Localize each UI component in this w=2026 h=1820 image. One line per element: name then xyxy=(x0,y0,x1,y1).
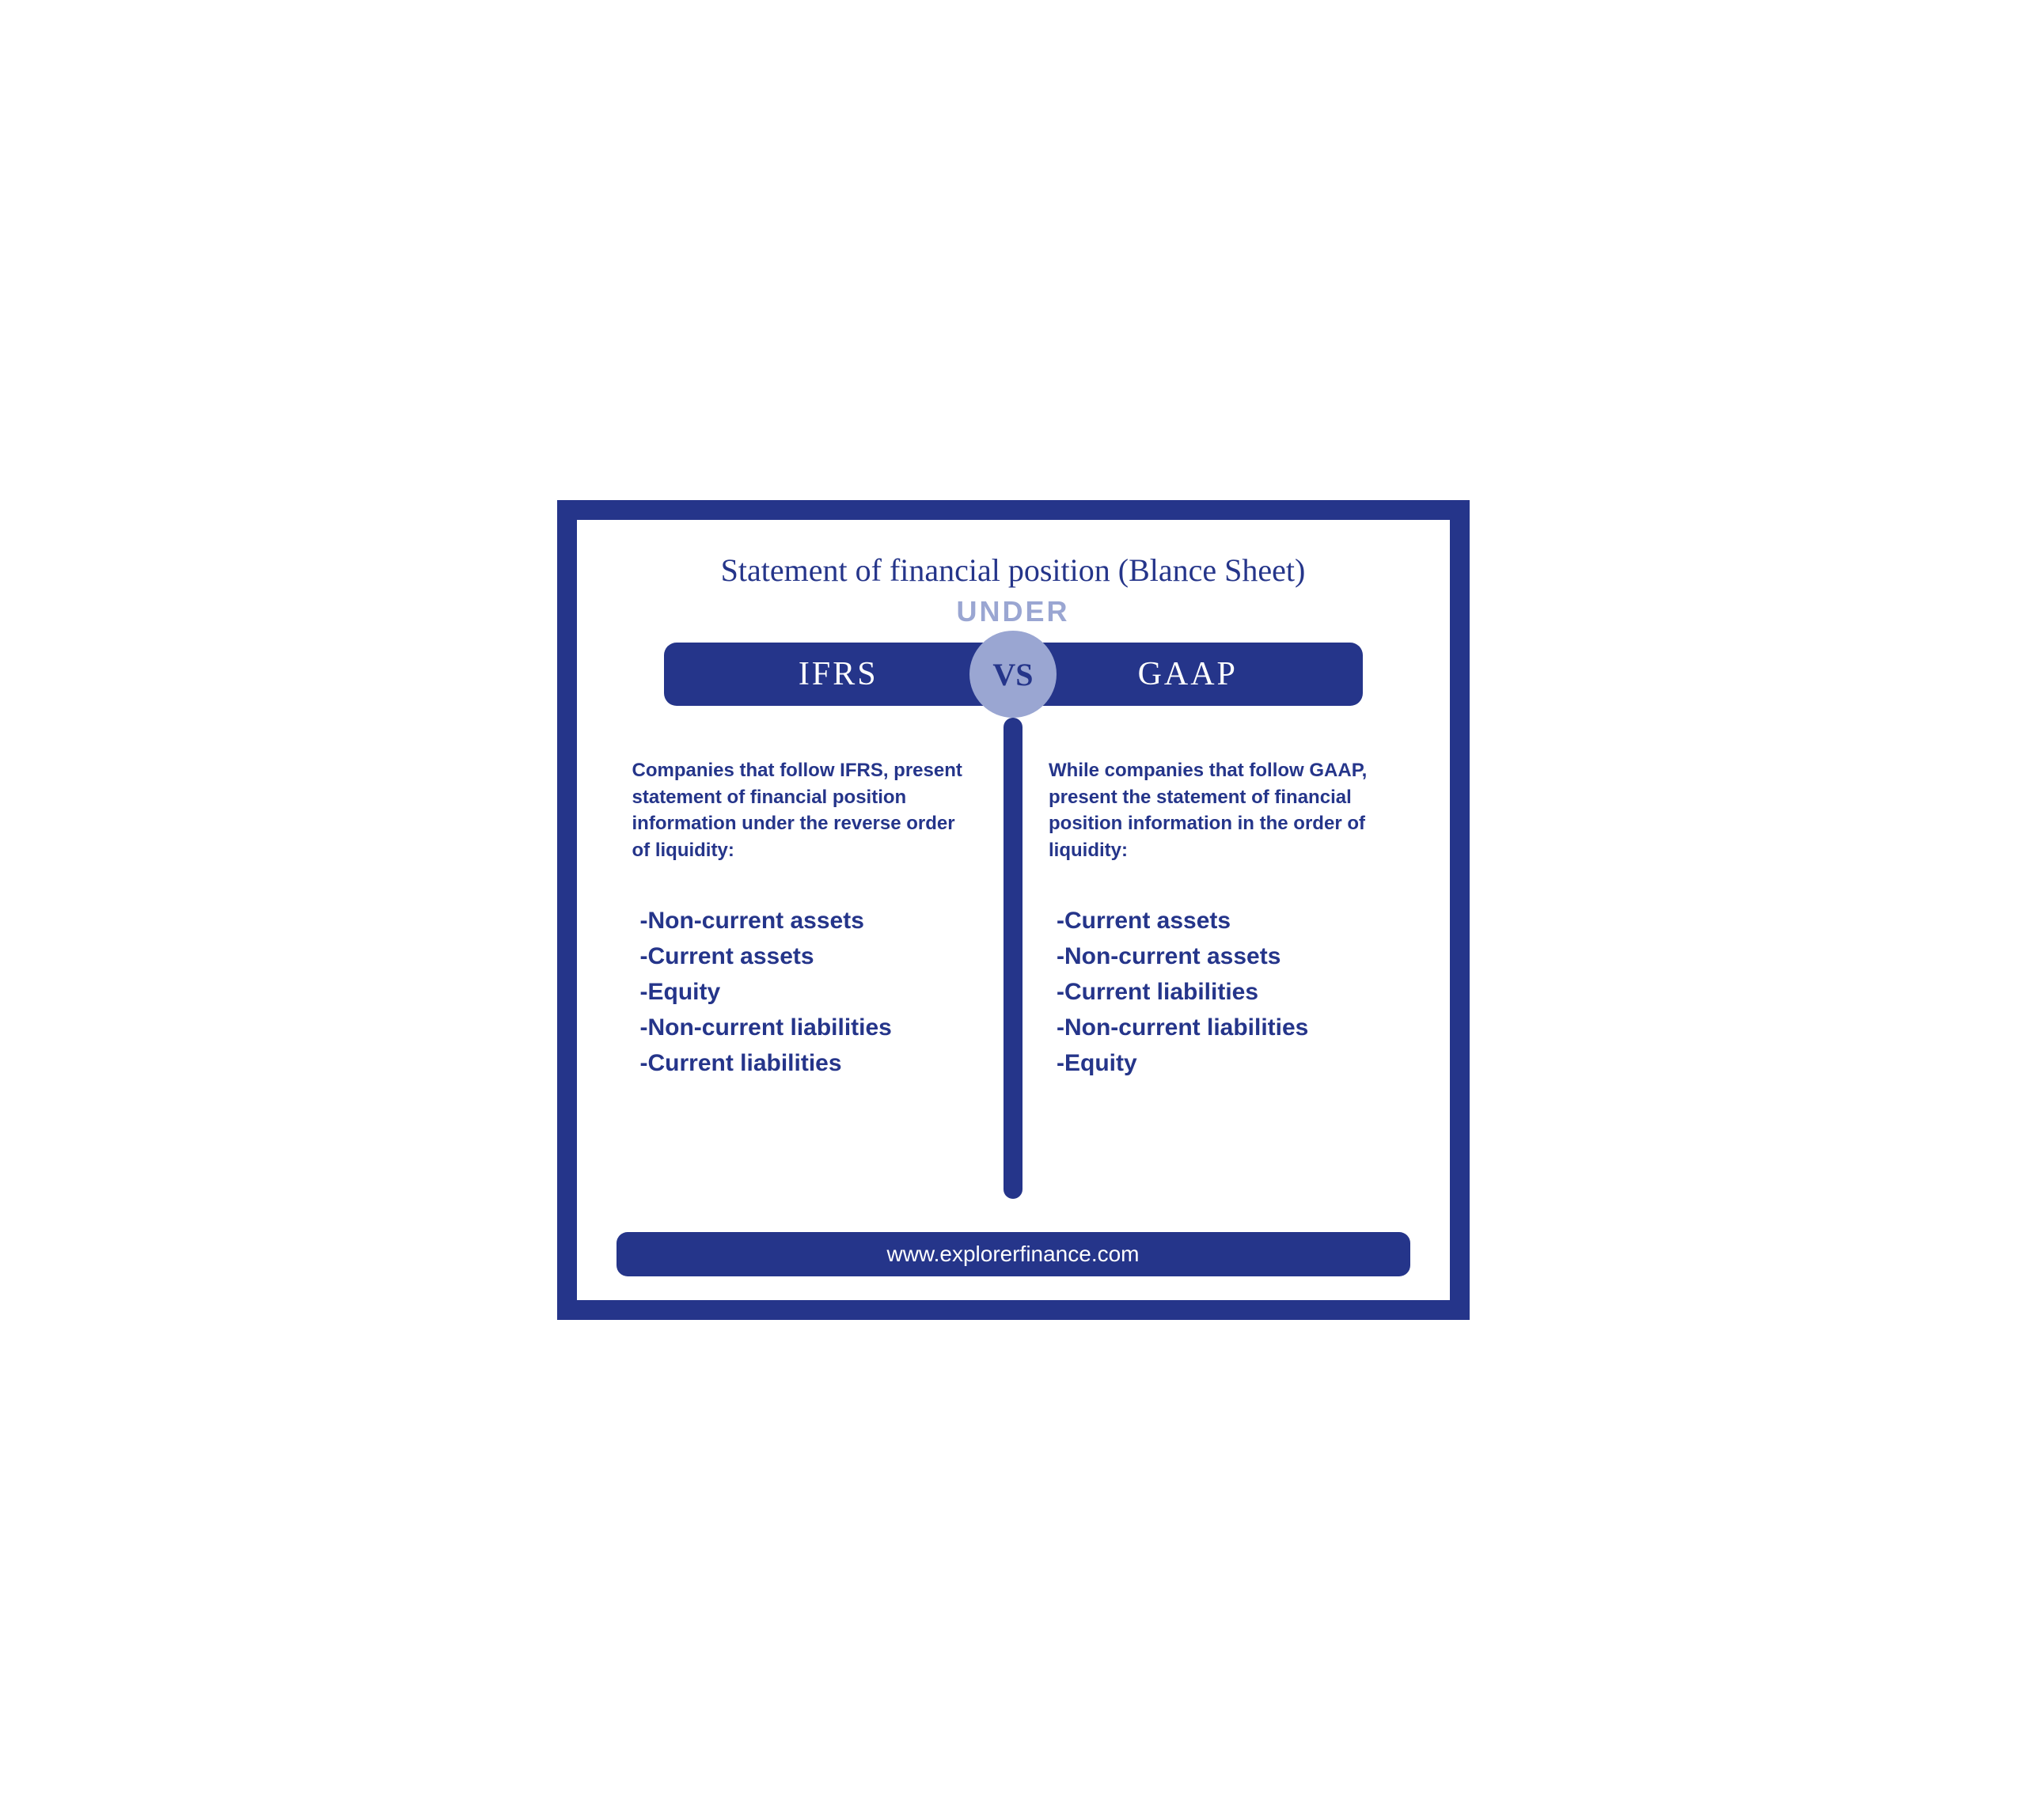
ifrs-item-4: -Non-current liabilities xyxy=(632,1010,978,1045)
content-area: Companies that follow IFRS, present stat… xyxy=(617,718,1410,1224)
ifrs-item-5: -Current liabilities xyxy=(632,1045,978,1081)
right-label: GAAP xyxy=(1013,643,1363,706)
gaap-item-5: -Equity xyxy=(1049,1045,1394,1081)
ifrs-column: Companies that follow IFRS, present stat… xyxy=(617,718,1010,1224)
gaap-item-3: -Current liabilities xyxy=(1049,974,1394,1010)
ifrs-item-1: -Non-current assets xyxy=(632,903,978,938)
outer-border: Statement of financial position (Blance … xyxy=(557,500,1470,1320)
vs-circle: VS xyxy=(969,631,1057,718)
left-label: IFRS xyxy=(664,643,1014,706)
main-title: Statement of financial position (Blance … xyxy=(617,552,1410,589)
vertical-divider xyxy=(1004,718,1022,1199)
subtitle: UNDER xyxy=(617,595,1410,628)
gaap-column: While companies that follow GAAP, presen… xyxy=(1009,718,1410,1224)
gaap-item-4: -Non-current liabilities xyxy=(1049,1010,1394,1045)
gaap-item-1: -Current assets xyxy=(1049,903,1394,938)
footer-url: www.explorerfinance.com xyxy=(617,1232,1410,1276)
comparison-banner: IFRS GAAP VS xyxy=(664,643,1363,706)
ifrs-item-2: -Current assets xyxy=(632,938,978,974)
ifrs-description: Companies that follow IFRS, present stat… xyxy=(632,757,978,863)
ifrs-item-3: -Equity xyxy=(632,974,978,1010)
gaap-description: While companies that follow GAAP, presen… xyxy=(1049,757,1394,863)
main-panel: Statement of financial position (Blance … xyxy=(575,518,1452,1302)
gaap-item-2: -Non-current assets xyxy=(1049,938,1394,974)
